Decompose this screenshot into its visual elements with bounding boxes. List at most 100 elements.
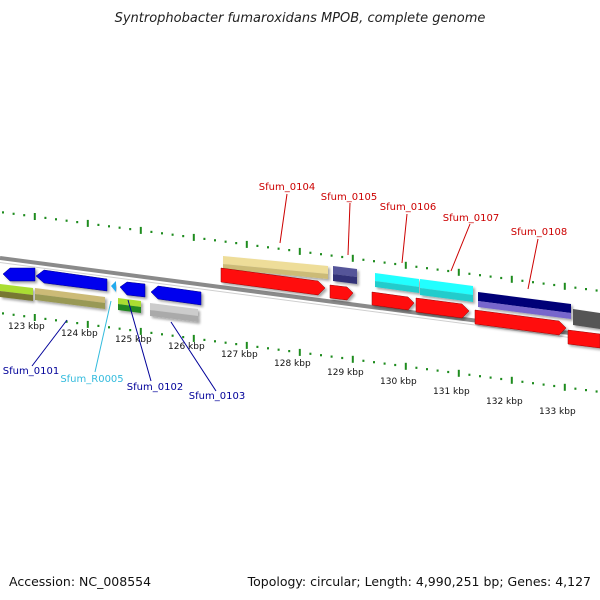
track-dot — [267, 246, 269, 249]
gene-box[interactable] — [0, 284, 33, 295]
gene-label-sfum-0102[interactable]: Sfum_0102 — [127, 382, 183, 393]
gene-box[interactable] — [223, 264, 328, 279]
track-dot — [129, 228, 132, 231]
track-dot — [55, 218, 57, 221]
track-dot — [224, 240, 227, 243]
gene-box[interactable] — [118, 304, 141, 313]
track-dot — [161, 333, 163, 336]
gene-arrow[interactable] — [150, 285, 202, 306]
track-dot — [595, 390, 598, 393]
tick-label: 132 kbp — [486, 397, 523, 407]
track-dot — [44, 216, 47, 219]
track-dot — [235, 242, 238, 245]
gene-features — [0, 256, 600, 349]
track-dot — [277, 247, 280, 250]
gene-box[interactable] — [35, 288, 105, 303]
track-dot — [235, 343, 238, 346]
gene-label-sfum-0104[interactable]: Sfum_0104 — [259, 182, 315, 193]
track-tick — [139, 327, 142, 335]
track-dot — [436, 369, 439, 372]
gene-labels: Sfum_0104 Sfum_0105 Sfum_0106 Sfum_0107 … — [3, 182, 567, 402]
gene-arrow[interactable] — [2, 267, 36, 282]
gene-label-sfum-0108[interactable]: Sfum_0108 — [511, 227, 567, 238]
gene-box[interactable] — [35, 294, 105, 309]
track-tick — [139, 226, 142, 234]
track-dot — [489, 275, 492, 278]
track-dot — [394, 363, 397, 367]
track-tick — [245, 240, 248, 248]
gene-label-sfum-0107[interactable]: Sfum_0107 — [443, 213, 499, 224]
track-tick — [351, 254, 354, 262]
track-dot — [97, 324, 100, 327]
track-dot — [426, 267, 428, 270]
track-dot — [12, 313, 15, 316]
track-dot — [542, 282, 545, 285]
gene-box[interactable] — [223, 256, 328, 274]
gene-arrow[interactable] — [567, 329, 600, 349]
track-dot — [309, 251, 312, 254]
gene-arrow[interactable] — [474, 309, 567, 336]
gene-box[interactable] — [478, 292, 571, 313]
track-dot — [267, 347, 269, 350]
gene-arrow[interactable] — [220, 267, 326, 296]
gene-label-sfum-0103[interactable]: Sfum_0103 — [189, 391, 245, 402]
gene-box[interactable] — [420, 279, 473, 295]
gene-box[interactable] — [375, 273, 419, 287]
track-tick — [510, 275, 513, 283]
tick-label: 126 kbp — [168, 342, 205, 352]
gene-box[interactable] — [0, 291, 33, 301]
gene-arrow[interactable] — [329, 284, 354, 301]
track-dot — [161, 232, 163, 235]
gene-box[interactable] — [478, 301, 571, 319]
gene-box[interactable] — [375, 281, 419, 293]
track-dot — [553, 384, 556, 388]
track-dot — [55, 319, 57, 322]
gene-box[interactable] — [333, 274, 357, 284]
track-dot — [309, 352, 312, 355]
track-dot — [150, 230, 153, 233]
track-dot — [489, 376, 492, 379]
gene-label-sfum-0105[interactable]: Sfum_0105 — [321, 192, 377, 203]
gene-arrow[interactable] — [35, 269, 108, 292]
track-tick — [404, 261, 407, 269]
track-dot — [500, 377, 503, 381]
gene-box[interactable] — [333, 266, 357, 277]
track-dot — [330, 355, 333, 358]
gene-box[interactable] — [150, 310, 198, 322]
track-dot — [415, 366, 418, 369]
track-dot — [521, 279, 524, 282]
track-tick — [298, 247, 301, 255]
gene-label-sfum-r0005[interactable]: Sfum_R0005 — [60, 374, 123, 385]
gene-box[interactable] — [573, 309, 600, 329]
gene-arrow[interactable] — [415, 297, 470, 319]
track-dot — [182, 235, 185, 238]
track-tick — [33, 314, 36, 321]
track-tick — [192, 233, 195, 241]
gene-arrow[interactable] — [111, 281, 116, 292]
gene-arrow[interactable] — [371, 291, 415, 311]
track-dot — [182, 336, 185, 339]
track-dot — [553, 283, 556, 287]
track-tick — [298, 348, 301, 356]
track-dot — [129, 329, 132, 332]
gene-label-sfum-0106[interactable]: Sfum_0106 — [380, 202, 436, 213]
track-dot — [330, 254, 333, 257]
track-dot — [320, 354, 322, 357]
gene-arrow[interactable] — [119, 281, 146, 298]
track-dot — [65, 320, 68, 323]
track-tick — [457, 268, 460, 276]
gene-box[interactable] — [420, 288, 473, 302]
track-dot — [436, 268, 439, 271]
track-dot — [12, 212, 15, 215]
track-tick — [563, 282, 566, 290]
track-dot — [203, 237, 206, 240]
gene-label-sfum-0101[interactable]: Sfum_0101 — [3, 366, 59, 377]
track-dot — [585, 389, 587, 392]
track-dot — [224, 341, 227, 344]
track-dot — [214, 340, 216, 343]
track-tick — [192, 334, 195, 342]
gene-box[interactable] — [150, 303, 198, 316]
track-dot — [76, 322, 79, 325]
track-dot — [256, 345, 259, 348]
track-dot — [521, 380, 524, 383]
